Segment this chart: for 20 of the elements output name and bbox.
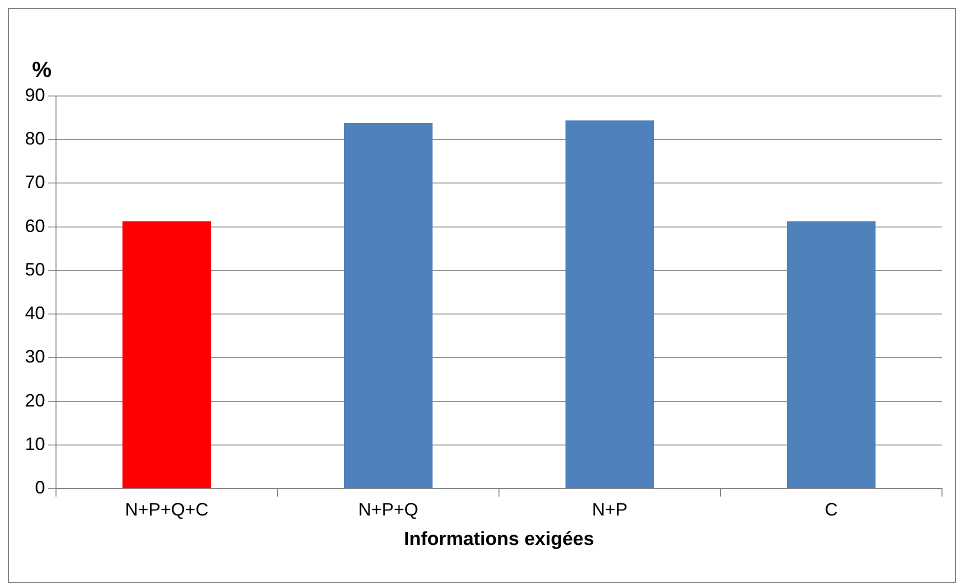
y-tick-label: 30	[24, 346, 46, 367]
bar	[344, 123, 433, 488]
x-tick-label: C	[824, 499, 838, 520]
y-tick-label: 20	[24, 390, 46, 410]
y-tick-label: 90	[24, 84, 46, 105]
x-tick-label: N+P+Q	[358, 499, 418, 520]
y-tick-label: 70	[24, 172, 46, 192]
x-axis-title: Informations exigées	[404, 528, 594, 550]
bar	[786, 221, 876, 488]
y-tick-label: 80	[24, 128, 46, 149]
y-axis-title: %	[32, 57, 52, 82]
y-tick-label: 0	[35, 478, 46, 498]
y-tick-label: 60	[24, 216, 46, 236]
y-tick-label: 40	[24, 303, 46, 324]
bar	[565, 120, 654, 488]
y-tick-label: 10	[24, 434, 46, 454]
x-tick-label: N+P	[592, 499, 628, 520]
x-tick-label: N+P+Q+C	[124, 499, 209, 520]
bar	[122, 221, 212, 488]
y-tick-label: 50	[24, 259, 46, 280]
